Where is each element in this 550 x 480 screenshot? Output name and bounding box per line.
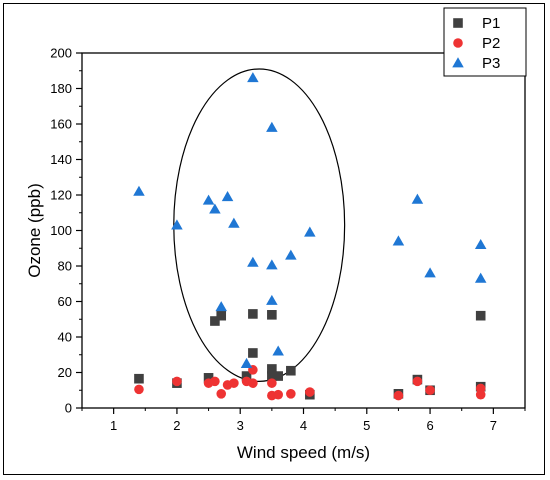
plot-frame xyxy=(81,52,526,409)
data-point-p3 xyxy=(133,185,145,196)
data-point-p2 xyxy=(393,390,404,401)
data-point-p1 xyxy=(475,310,486,321)
y-tick-label: 80 xyxy=(58,259,72,274)
data-point-p1 xyxy=(286,365,296,376)
data-point-p3 xyxy=(240,357,253,368)
x-tick-label: 1 xyxy=(110,418,117,433)
x-tick-label: 3 xyxy=(237,418,244,433)
series-p1 xyxy=(134,309,486,400)
data-point-p3 xyxy=(221,191,234,202)
data-point-p3 xyxy=(474,238,487,250)
data-point-p2 xyxy=(248,378,258,388)
data-point-p2 xyxy=(216,389,227,399)
data-point-p1 xyxy=(248,348,258,358)
y-axis-title: Ozone (ppb) xyxy=(25,183,44,278)
data-point-p1 xyxy=(203,373,214,383)
data-point-p1 xyxy=(216,310,227,321)
data-point-p3 xyxy=(266,121,278,132)
data-point-p3 xyxy=(209,203,221,214)
data-point-p1 xyxy=(210,316,220,326)
legend-label-p3: P3 xyxy=(482,55,500,72)
data-point-p3 xyxy=(474,272,487,283)
data-point-p1 xyxy=(134,373,144,384)
data-point-p3 xyxy=(228,217,240,228)
data-point-p2 xyxy=(425,385,435,396)
y-tick-label: 100 xyxy=(50,223,72,238)
data-point-p3 xyxy=(266,294,278,305)
data-point-p2 xyxy=(305,387,315,397)
y-tick-label: 120 xyxy=(50,188,72,203)
data-point-p2 xyxy=(134,384,144,395)
series-p2 xyxy=(134,365,486,401)
data-point-p2 xyxy=(172,376,182,387)
data-point-p1 xyxy=(267,310,277,320)
highlight-ellipse xyxy=(173,68,346,382)
x-axis-title: Wind speed (m/s) xyxy=(237,443,370,462)
data-point-p1 xyxy=(267,364,277,374)
data-point-p3 xyxy=(266,259,278,270)
legend-marker-p3 xyxy=(452,57,464,68)
data-point-p3 xyxy=(202,194,215,205)
legend-marker-p2 xyxy=(453,38,463,48)
data-point-p1 xyxy=(241,371,252,381)
data-point-p3 xyxy=(411,193,424,204)
figure-border xyxy=(3,3,545,475)
data-point-p1 xyxy=(273,371,283,381)
y-tick-label: 140 xyxy=(50,152,72,167)
data-point-p2 xyxy=(273,389,283,400)
data-point-p2 xyxy=(286,389,296,399)
series-p3 xyxy=(133,72,487,368)
data-point-p3 xyxy=(247,72,259,83)
y-tick-label: 20 xyxy=(58,365,72,380)
x-tick-label: 7 xyxy=(490,418,497,433)
y-tick-label: 0 xyxy=(65,401,72,416)
x-tick-label: 5 xyxy=(363,418,370,433)
data-point-p3 xyxy=(392,235,405,246)
data-point-p2 xyxy=(229,378,239,388)
data-point-p3 xyxy=(304,226,316,237)
x-tick-label: 6 xyxy=(426,418,433,433)
y-tick-label: 180 xyxy=(50,81,72,96)
x-tick-label: 4 xyxy=(300,418,307,433)
legend-label-p2: P2 xyxy=(482,35,500,52)
data-point-p3 xyxy=(272,345,284,356)
y-tick-label: 200 xyxy=(50,46,72,61)
x-tick-label: 2 xyxy=(173,418,180,433)
data-point-p2 xyxy=(475,389,486,400)
data-point-p1 xyxy=(248,309,258,319)
data-point-p3 xyxy=(215,301,227,312)
data-point-p3 xyxy=(171,219,183,230)
data-point-p1 xyxy=(267,371,277,381)
y-tick-label: 60 xyxy=(58,294,72,309)
y-tick-label: 160 xyxy=(50,117,72,132)
data-point-p2 xyxy=(210,376,220,387)
data-point-p2 xyxy=(267,378,277,388)
data-point-p3 xyxy=(285,249,297,260)
legend: P1 P2 P3 xyxy=(443,7,527,77)
data-point-p3 xyxy=(424,267,436,278)
data-point-p3 xyxy=(247,256,259,267)
legend-label-p1: P1 xyxy=(482,15,500,32)
y-tick-label: 40 xyxy=(58,330,72,345)
legend-marker-p1 xyxy=(453,18,463,28)
plot-layer: 1 2 3 4 5 6 7 0 20 40 60 80 100 120 140 160 180 200 xyxy=(50,46,526,433)
data-point-p2 xyxy=(412,376,423,387)
